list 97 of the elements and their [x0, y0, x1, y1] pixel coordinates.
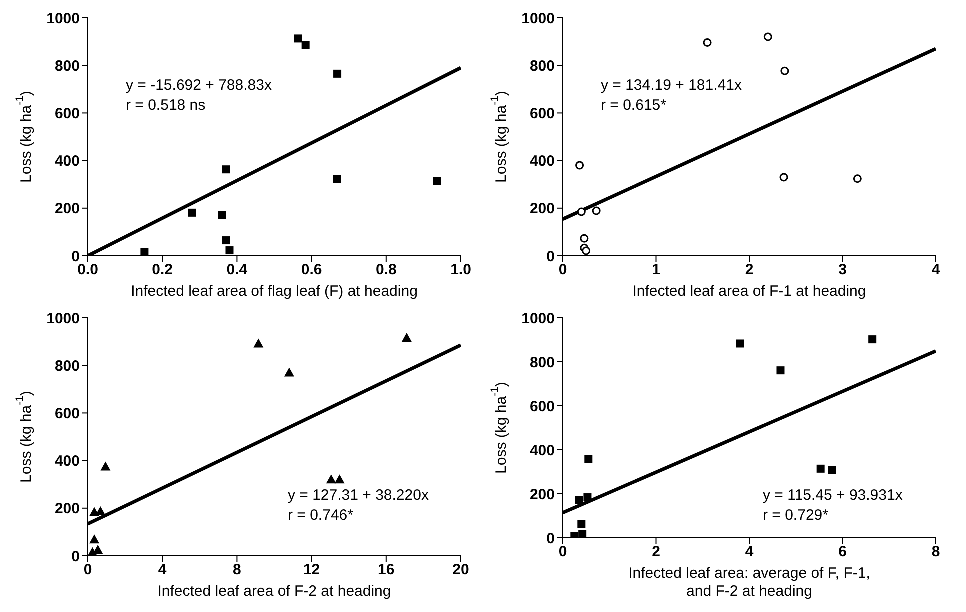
annotation: y = 134.19 + 181.41x [601, 76, 742, 96]
annotation: r = 0.729* [763, 506, 830, 526]
x-tick-label: 16 [378, 562, 395, 579]
y-tick-label: 600 [530, 398, 555, 416]
point [828, 466, 836, 474]
y-tick-label: 1000 [522, 10, 555, 28]
point [334, 70, 342, 78]
y-tick-label: 1000 [46, 10, 80, 28]
point [816, 464, 825, 473]
point [88, 547, 98, 556]
point [140, 248, 149, 256]
x-tick-label: 6 [838, 544, 847, 561]
annotation: y = 127.31 + 38.220x [288, 486, 429, 506]
point [434, 177, 442, 186]
point [226, 246, 234, 255]
y-tick-label: 400 [54, 453, 80, 470]
y-tick-label: 400 [530, 442, 555, 460]
point [582, 246, 591, 256]
point [580, 234, 589, 243]
point [96, 506, 106, 516]
point [294, 34, 302, 43]
x-tick-label: 2 [652, 544, 660, 561]
point [577, 208, 586, 216]
x-tick-label: 8 [233, 562, 242, 579]
y-tick-label: 200 [530, 486, 555, 504]
point [575, 496, 584, 504]
point [578, 520, 586, 528]
point [284, 368, 294, 377]
x-tick-label: 4 [932, 262, 941, 279]
x-axis-title: Infected leaf area of flag leaf (F) at heading [131, 283, 418, 300]
point [584, 455, 593, 464]
x-tick-label: 0.4 [226, 262, 248, 279]
point [584, 494, 592, 502]
point [218, 211, 226, 220]
point [222, 236, 230, 245]
point [592, 206, 601, 216]
x-tick-label: 3 [838, 262, 847, 279]
y-tick-label: 400 [530, 153, 555, 170]
point [254, 338, 264, 348]
x-axis-title: Infected leaf area of F-1 at heading [632, 283, 866, 300]
x-tick-label: 0.2 [152, 262, 174, 279]
x-tick-label: 0.0 [78, 262, 98, 279]
point [326, 474, 336, 484]
x-tick-label: 0 [558, 262, 568, 279]
point [853, 174, 862, 184]
y-tick-label: 0 [72, 248, 80, 266]
point [222, 166, 230, 174]
point [302, 41, 310, 50]
annotation: r = 0.746* [288, 506, 354, 526]
x-tick-label: 0 [84, 562, 92, 579]
point [334, 474, 345, 484]
point [402, 332, 412, 342]
point [780, 173, 788, 182]
point [776, 366, 785, 375]
annotation: r = 0.518 ns [126, 96, 207, 116]
y-tick-label: 600 [54, 106, 80, 123]
y-tick-label: 1000 [46, 310, 80, 328]
y-tick-label: 600 [530, 106, 555, 123]
x-tick-label: 20 [452, 562, 470, 579]
point [736, 340, 744, 348]
x-tick-label: 4 [158, 562, 168, 579]
point [90, 534, 100, 544]
point [764, 32, 772, 42]
x-tick-label: 0.6 [301, 262, 322, 279]
y-tick-label: 400 [54, 153, 80, 170]
y-tick-label: 0 [546, 530, 555, 548]
x-tick-label: 4 [745, 544, 754, 561]
x-tick-label: 2 [745, 262, 754, 279]
y-tick-label: 200 [530, 200, 555, 218]
x-tick-label: 1.0 [450, 262, 472, 279]
point [868, 336, 877, 344]
x-axis-title: Infected leaf area: average of F, F-1, and F-2 at heading [628, 565, 870, 600]
point [188, 208, 196, 217]
y-tick-label: 200 [54, 500, 80, 518]
point [703, 38, 712, 47]
y-tick-label: 800 [54, 358, 80, 375]
x-tick-label: 8 [932, 544, 940, 561]
x-axis-title: Infected leaf area of F-2 at heading [158, 583, 392, 600]
point [100, 462, 111, 471]
y-tick-label: 800 [530, 354, 555, 372]
annotation: y = 115.45 + 93.931x [763, 486, 903, 506]
annotation: r = 0.615* [601, 96, 668, 116]
y-tick-label: 0 [546, 248, 555, 266]
point [578, 530, 587, 538]
y-tick-label: 1000 [522, 310, 555, 328]
x-tick-label: 0.8 [376, 262, 397, 279]
y-tick-label: 600 [54, 406, 80, 423]
x-tick-label: 1 [652, 262, 660, 279]
point [780, 66, 790, 76]
y-tick-label: 200 [54, 200, 80, 218]
x-tick-label: 12 [303, 562, 320, 579]
y-tick-label: 800 [530, 58, 555, 75]
x-tick-label: 0 [558, 544, 568, 561]
y-tick-label: 800 [54, 58, 80, 75]
point [576, 161, 584, 170]
point [333, 175, 342, 184]
annotation: y = -15.692 + 788.83x [126, 76, 272, 96]
